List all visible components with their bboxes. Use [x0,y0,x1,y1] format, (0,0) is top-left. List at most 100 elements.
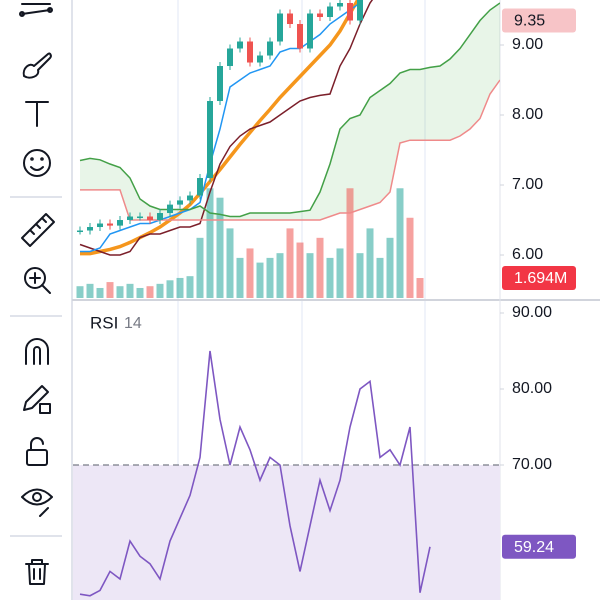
candle-body [207,101,213,179]
tool-emoji[interactable] [23,149,51,177]
rsi-tick-label: 90.00 [512,304,552,321]
candle-body [97,223,103,228]
rsi-length: 14 [124,315,142,332]
price-tick-label: 8.00 [512,106,543,123]
volume-bar [316,237,324,298]
volume-bar [416,278,424,298]
volume-bar [356,253,364,298]
volume-bar [386,237,394,298]
tool-lines[interactable] [19,3,53,17]
volume-bar [76,286,84,298]
candle-body [177,200,183,205]
volume-bar [406,217,414,298]
volume-bar [96,287,104,298]
candle-body [297,24,303,49]
rsi-title: RSI [90,313,118,332]
candle-body [237,41,243,49]
volume-badge-bg [502,266,576,291]
volume-bar [176,277,184,298]
indicator-line [80,0,360,256]
volume-bar [226,228,234,298]
tool-unlock[interactable] [26,437,48,466]
rsi-badge-bg [502,534,576,559]
tool-delete[interactable] [25,559,49,585]
volume-bar [106,282,114,298]
rsi-tick-label: 70.00 [512,456,552,473]
volume-bar [376,257,384,298]
candle-body [217,66,223,102]
candle-body [187,195,193,201]
toolbar [10,0,73,600]
rsi-band [73,465,500,600]
volume-bar [326,257,334,298]
volume-bar [396,188,404,298]
volume-bar [366,228,374,298]
volume-bar [346,188,354,298]
candle-body [127,216,133,221]
candle-body [197,178,203,196]
price-tick-label: 9.00 [512,36,543,53]
candle-body [337,3,343,7]
volume-bar [246,248,254,298]
candle-body [137,216,143,219]
candle-body [77,230,83,233]
tool-visibility[interactable] [21,488,53,517]
volume-bar [296,242,304,298]
volume-bar [276,253,284,298]
indicator-line [79,2,500,218]
volume-bar [236,257,244,298]
volume-bar [166,280,174,298]
volume-bar [206,188,214,298]
volume-badge: 1.694M [514,270,567,287]
volume-bar [86,283,94,298]
price-axis: 9.00 8.00 7.00 6.00 1.694M 9.35 90.00 80.00 70.0… [500,8,576,559]
indicator-line [80,0,364,253]
candle-body [287,13,293,25]
tool-magnet[interactable] [25,338,49,365]
candle-body [157,213,163,221]
volume-bar [266,257,274,298]
candle-body [87,227,93,231]
candle-body [147,216,153,221]
candle-body [317,13,323,18]
price-pane [76,0,500,298]
candle-body [227,48,233,67]
volume-bar [146,286,154,298]
candle-body [347,3,353,21]
volume-bar [126,283,134,298]
candle-body [117,220,123,226]
candle-body [327,6,333,18]
volume-bar [216,197,224,298]
candle-body [307,13,313,49]
volume-bar [196,237,204,298]
tool-zoom[interactable] [24,267,51,294]
indicator-line [79,0,374,256]
rsi-line [79,350,431,597]
volume-bar [186,276,194,298]
price-tick-label: 7.00 [512,176,543,193]
tool-ruler[interactable] [21,213,55,247]
candle-body [257,55,263,63]
candle-body [277,13,283,42]
candle-body [247,41,253,63]
price-tick-label: 6.00 [512,246,543,263]
rsi-pane [73,350,500,600]
volume-bar [256,262,264,298]
rsi-badge: 59.24 [514,539,554,556]
candle-body [167,204,173,214]
volume-bar [306,253,314,298]
price-badge: 9.35 [514,13,545,30]
tool-text[interactable] [25,101,49,127]
tool-lock-drawing[interactable] [23,385,51,414]
candle-body [107,223,113,226]
candle-body [357,0,363,21]
price-badge-bg [502,8,576,33]
candle-body [267,41,273,56]
volume-bar [336,248,344,298]
tool-brush[interactable] [22,52,52,79]
volume-bar [136,287,144,298]
volume-bar [286,228,294,298]
volume-bar [156,283,164,298]
